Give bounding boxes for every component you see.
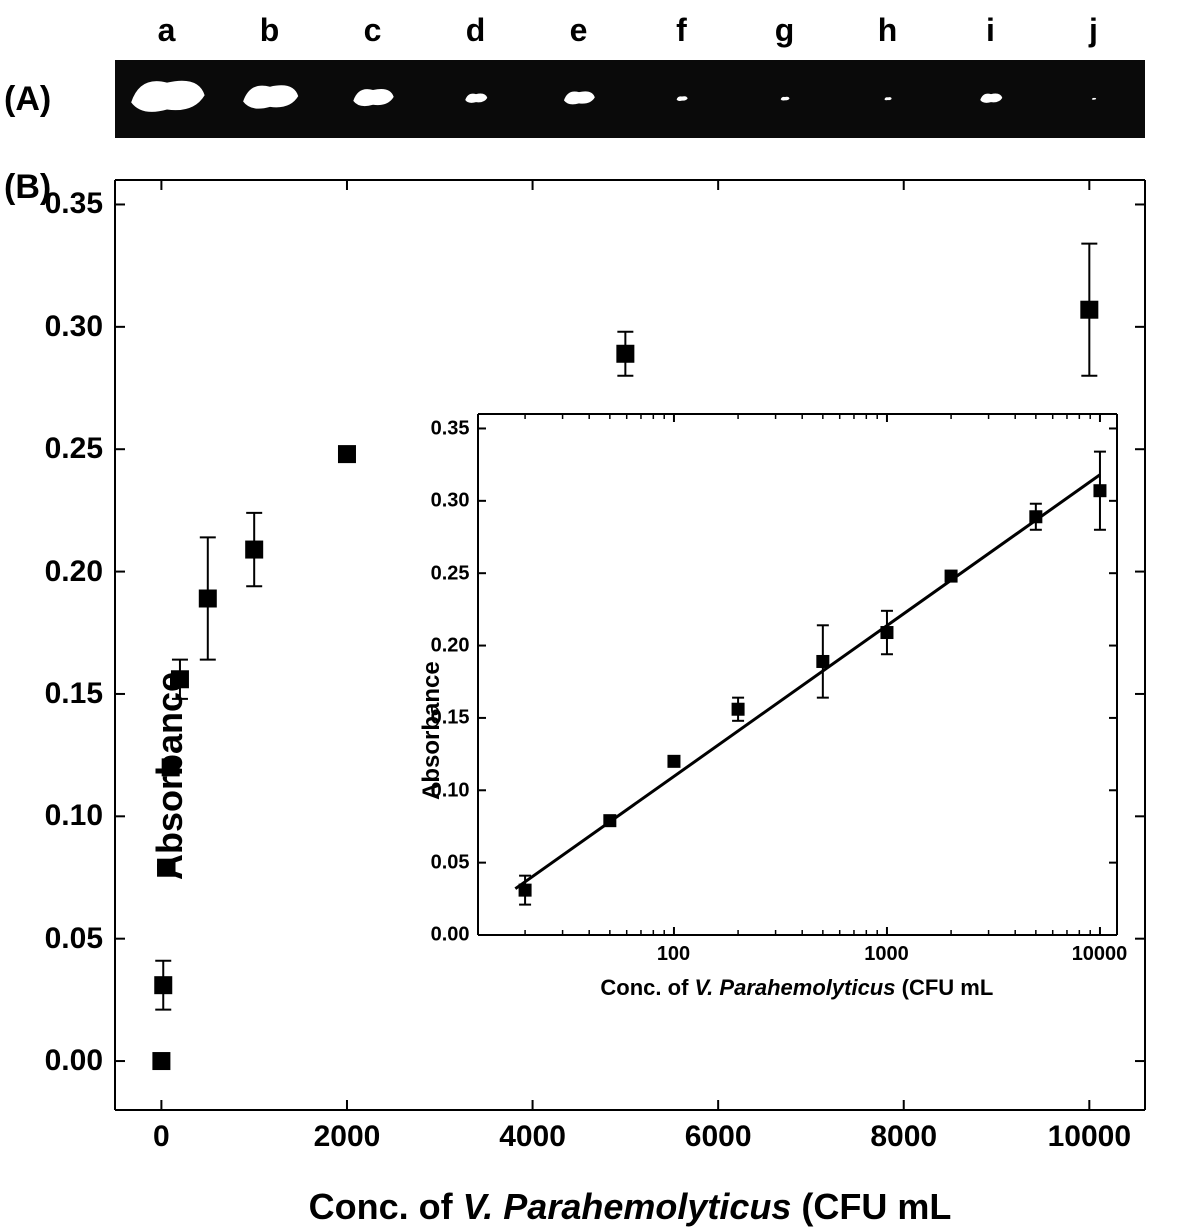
inset-ytick-label: 0.10: [431, 779, 470, 802]
inset-xtick-label: 100: [657, 943, 690, 966]
xtick-label: 4000: [499, 1120, 566, 1154]
ytick-label: 0.35: [45, 187, 103, 221]
inset-svg: [478, 414, 1117, 935]
y-axis-label: Absorbance: [149, 672, 191, 880]
drop-j: [1091, 97, 1096, 100]
inset-data-point: [1093, 485, 1106, 498]
panel-label-a: (A): [4, 80, 51, 119]
drop-g: [779, 95, 790, 102]
drop-i: [977, 89, 1004, 106]
ytick-label: 0.30: [45, 310, 103, 344]
strip-label-h: h: [878, 12, 898, 49]
ytick-label: 0.25: [45, 432, 103, 466]
drop-d: [462, 89, 489, 106]
strip-label-e: e: [570, 12, 588, 49]
xtick-label: 8000: [870, 1120, 937, 1154]
strip-label-a: a: [158, 12, 176, 49]
inset-data-point: [816, 655, 829, 668]
strip-label-g: g: [775, 12, 795, 49]
ytick-label: 0.00: [45, 1044, 103, 1078]
panel-a-strip: abcdefghij: [115, 60, 1145, 138]
panel-b-chart: Absorbance Conc. of V. Parahemolyticus (…: [115, 180, 1145, 1110]
data-point: [152, 1052, 170, 1070]
inset-data-point: [880, 626, 893, 639]
xtick-label: 2000: [314, 1120, 381, 1154]
drop-b: [236, 74, 303, 116]
inset-x-axis-label: Conc. of V. Parahemolyticus (CFU mL: [478, 975, 1117, 1001]
strip-label-j: j: [1089, 12, 1098, 49]
drop-h: [883, 96, 892, 102]
strip-label-b: b: [260, 12, 280, 49]
inset-data-point: [518, 884, 531, 897]
xtick-label: 6000: [685, 1120, 752, 1154]
data-point: [616, 345, 634, 363]
panel-a-background: [115, 60, 1145, 138]
drop-e: [560, 85, 598, 109]
strip-label-i: i: [986, 12, 995, 49]
inset-ytick-label: 0.00: [431, 924, 470, 947]
strip-label-f: f: [676, 12, 687, 49]
data-point: [1080, 301, 1098, 319]
inset-chart: Absorbance Conc. of V. Parahemolyticus (…: [478, 414, 1117, 935]
inset-data-point: [667, 755, 680, 768]
inset-ytick-label: 0.35: [431, 417, 470, 440]
drop-c: [348, 81, 397, 112]
drop-a: [122, 65, 212, 121]
strip-label-c: c: [364, 12, 382, 49]
inset-ytick-label: 0.15: [431, 707, 470, 730]
inset-data-point: [731, 703, 744, 716]
data-point: [199, 590, 217, 608]
inset-xtick-label: 10000: [1072, 943, 1128, 966]
inset-ytick-label: 0.20: [431, 634, 470, 657]
inset-ytick-label: 0.05: [431, 851, 470, 874]
data-point: [245, 541, 263, 559]
inset-ytick-label: 0.25: [431, 562, 470, 585]
xtick-label: 10000: [1048, 1120, 1131, 1154]
xtick-label: 0: [153, 1120, 170, 1154]
ytick-label: 0.20: [45, 555, 103, 589]
inset-data-point: [603, 815, 616, 828]
x-axis-label: Conc. of V. Parahemolyticus (CFU mL: [115, 1186, 1145, 1228]
ytick-label: 0.10: [45, 799, 103, 833]
data-point: [154, 976, 172, 994]
ytick-label: 0.05: [45, 922, 103, 956]
figure-root: (A) (B) abcdefghij Absorbance Conc. of V…: [0, 0, 1184, 1185]
inset-data-point: [1029, 511, 1042, 524]
ytick-label: 0.15: [45, 677, 103, 711]
data-point: [338, 445, 356, 463]
inset-ytick-label: 0.30: [431, 490, 470, 513]
inset-data-point: [944, 570, 957, 583]
drop-f: [675, 94, 688, 102]
inset-xtick-label: 1000: [864, 943, 909, 966]
strip-label-d: d: [466, 12, 486, 49]
